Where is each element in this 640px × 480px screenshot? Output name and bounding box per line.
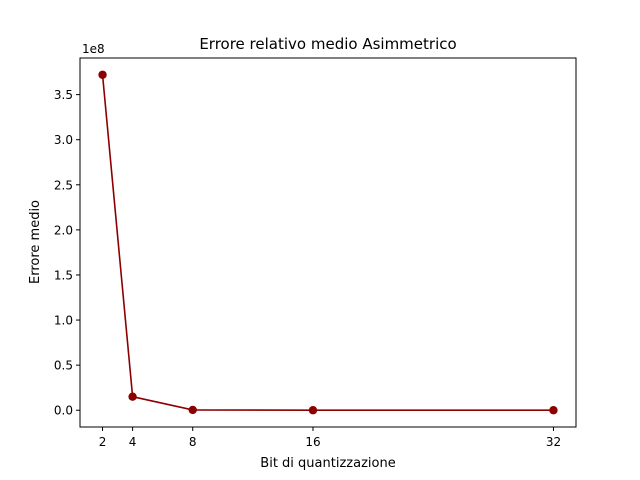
y-tick-label: 1.5	[54, 268, 73, 282]
y-tick-label: 1.0	[54, 314, 73, 328]
y-offset-label: 1e8	[82, 42, 105, 56]
data-point	[308, 406, 318, 415]
data-point	[98, 70, 107, 79]
y-tick-label: 2.0	[54, 223, 73, 237]
y-tick-label: 3.5	[54, 88, 73, 102]
y-axis-label: Errore medio	[28, 200, 43, 284]
x-tick-label: 2	[99, 435, 107, 449]
data-point	[549, 406, 558, 415]
x-tick-label: 32	[546, 435, 561, 449]
x-axis-label: Bit di quantizzazione	[260, 456, 395, 471]
y-tick-label: 0.0	[54, 404, 73, 418]
x-tick-label: 16	[305, 435, 320, 449]
data-point	[188, 405, 197, 415]
plot-frame	[79, 57, 577, 428]
x-tick-label: 4	[129, 435, 137, 449]
y-tick-label: 2.5	[54, 178, 73, 192]
y-axis-ticks: 0.0 0.5 1.0 1.5 2.0 2.5 3.0 3.5	[54, 88, 80, 418]
data-point	[128, 392, 137, 401]
y-tick-label: 0.5	[54, 359, 73, 373]
x-tick-label: 8	[189, 435, 197, 449]
chart-title: Errore relativo medio Asimmetrico	[199, 35, 456, 53]
x-axis-ticks: 2 4 8 16 32	[99, 427, 561, 449]
y-tick-label: 3.0	[54, 133, 73, 147]
series-layer	[98, 70, 558, 415]
